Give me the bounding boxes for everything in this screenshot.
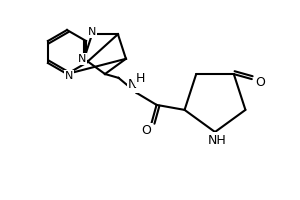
Text: N: N [78,54,86,64]
Text: H: H [136,72,145,85]
Text: O: O [142,124,152,137]
Text: NH: NH [208,134,226,146]
Text: O: O [255,76,265,89]
Text: N: N [65,71,73,81]
Text: N: N [88,27,96,37]
Text: N: N [128,78,137,91]
